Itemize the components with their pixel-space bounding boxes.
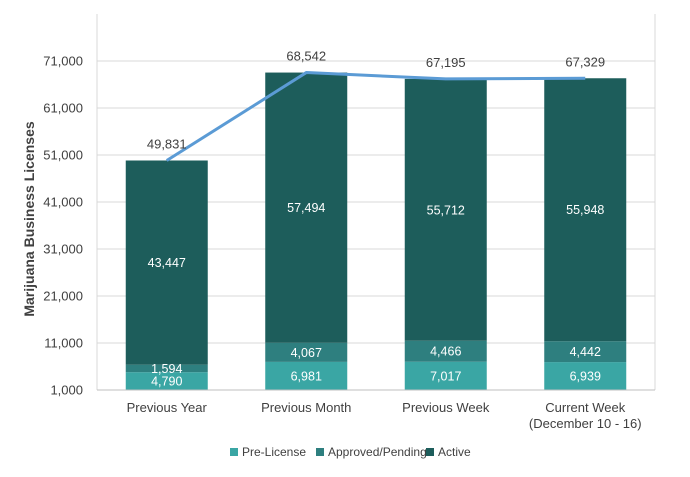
bar-segment bbox=[404, 361, 487, 390]
bar-segment bbox=[265, 72, 348, 343]
data-label: 4,466 bbox=[430, 345, 461, 359]
y-tick-label: 1,000 bbox=[50, 383, 83, 398]
bar-segment bbox=[544, 362, 627, 390]
data-label: 7,017 bbox=[430, 369, 461, 383]
total-label: 67,329 bbox=[565, 54, 605, 69]
total-label: 68,542 bbox=[286, 49, 326, 64]
bar-segment bbox=[544, 78, 627, 342]
data-label: 55,712 bbox=[427, 203, 465, 217]
y-axis-title: Marijuana Business Licenses bbox=[21, 121, 37, 317]
data-label: 4,067 bbox=[291, 346, 322, 360]
data-label: 6,939 bbox=[570, 370, 601, 384]
data-label: 43,447 bbox=[148, 256, 186, 270]
data-label: 55,948 bbox=[566, 203, 604, 217]
axes: 1,000 11,000 21,000 31,000 41,000 51,000 61,00… bbox=[43, 54, 655, 431]
bar-segment bbox=[404, 78, 487, 341]
legend-label: Pre-License bbox=[242, 445, 306, 459]
legend-label: Active bbox=[438, 445, 471, 459]
x-tick-label: Previous Week bbox=[402, 400, 490, 415]
legend: Pre-License Approved/Pending Active bbox=[230, 445, 471, 459]
legend-swatch bbox=[230, 448, 238, 456]
y-tick-label: 21,000 bbox=[43, 289, 83, 304]
data-label: 4,790 bbox=[151, 375, 182, 389]
data-label: 1,594 bbox=[151, 362, 182, 376]
bar-segment bbox=[265, 342, 348, 362]
bar-segment bbox=[125, 160, 208, 365]
y-tick-label: 71,000 bbox=[43, 54, 83, 69]
y-tick-label: 61,000 bbox=[43, 101, 83, 116]
bar-segment bbox=[265, 361, 348, 390]
bar-segment bbox=[404, 340, 487, 362]
total-label: 49,831 bbox=[147, 136, 187, 151]
legend-swatch bbox=[316, 448, 324, 456]
y-tick-label: 51,000 bbox=[43, 148, 83, 163]
y-tick-label: 41,000 bbox=[43, 195, 83, 210]
x-tick-label: Previous Month bbox=[261, 400, 351, 415]
bar-segment bbox=[544, 341, 627, 363]
data-label: 4,442 bbox=[570, 345, 601, 359]
bar-segment bbox=[125, 372, 208, 390]
x-tick-label: (December 10 - 16) bbox=[529, 416, 642, 431]
bars bbox=[125, 72, 627, 390]
total-line bbox=[165, 71, 586, 162]
y-tick-label: 31,000 bbox=[43, 242, 83, 257]
total-label: 67,195 bbox=[426, 55, 466, 70]
total-line-path bbox=[165, 71, 586, 162]
data-label: 57,494 bbox=[287, 201, 325, 215]
bar-segment bbox=[125, 364, 208, 373]
legend-label: Approved/Pending bbox=[328, 445, 427, 459]
x-tick-label: Previous Year bbox=[127, 400, 208, 415]
legend-swatch bbox=[426, 448, 434, 456]
y-tick-label: 11,000 bbox=[44, 336, 83, 351]
data-label: 6,981 bbox=[291, 369, 322, 383]
x-tick-label: Current Week bbox=[545, 400, 625, 415]
